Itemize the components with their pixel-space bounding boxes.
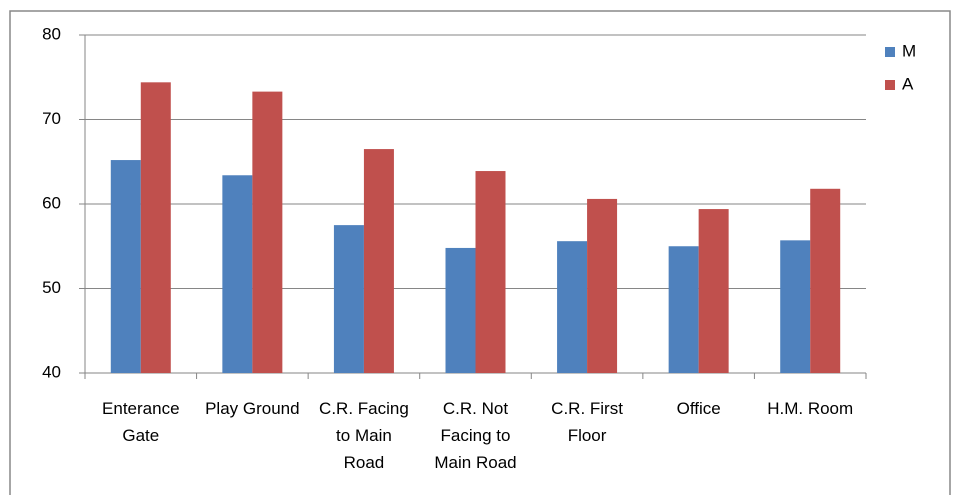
x-tick-label: C.R. Facing to Main Road	[319, 399, 409, 472]
bar	[140, 82, 171, 373]
x-tick-label: H.M. Room	[767, 399, 854, 418]
y-tick-label: 60	[42, 193, 61, 212]
bar	[810, 188, 841, 373]
x-tick-label: Play Ground	[205, 399, 300, 418]
x-tick-label: Enterance Gate	[102, 399, 180, 445]
y-tick-label: 70	[42, 109, 61, 128]
bar	[110, 160, 141, 373]
legend-swatch	[885, 47, 895, 57]
x-tick-label: C.R. First Floor	[551, 399, 623, 445]
bar	[780, 240, 811, 373]
bar	[445, 247, 476, 373]
chart-frame	[9, 10, 951, 495]
bar	[698, 209, 729, 373]
y-tick-label: 50	[42, 278, 61, 297]
bar	[587, 198, 618, 373]
legend-label: A	[902, 74, 914, 93]
bar	[475, 171, 506, 373]
legend-swatch	[885, 80, 895, 90]
bar	[557, 241, 588, 373]
bar	[363, 149, 394, 373]
legend-label: M	[902, 41, 916, 60]
x-tick-label: C.R. Not Facing to Main Road	[434, 399, 517, 472]
x-tick-label: Office	[676, 399, 721, 418]
bar	[252, 91, 283, 374]
bar	[668, 246, 699, 373]
bar	[333, 225, 364, 373]
bar	[222, 175, 253, 373]
y-tick-label: 80	[42, 24, 61, 43]
y-tick-label: 40	[42, 362, 61, 381]
